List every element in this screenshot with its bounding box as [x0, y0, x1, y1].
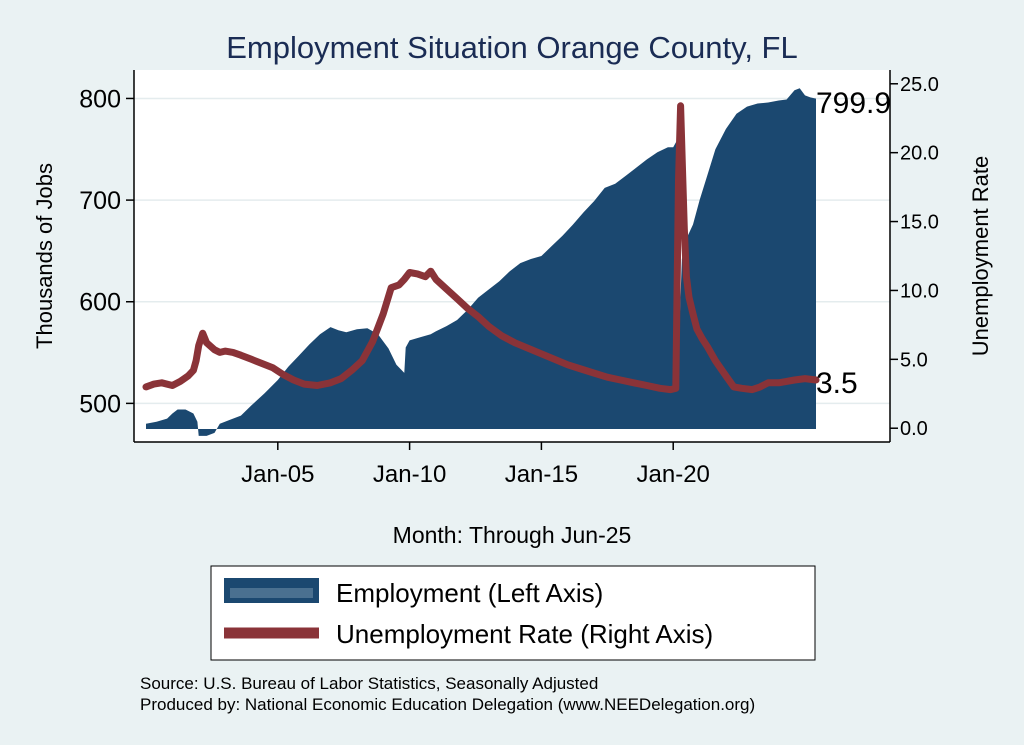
left-tick-label: 800 — [79, 85, 121, 113]
axes — [133, 70, 891, 443]
source-line-2: Produced by: National Economic Education… — [140, 695, 755, 714]
left-tick-label: 600 — [79, 289, 121, 317]
legend-employment-label: Employment (Left Axis) — [336, 578, 603, 608]
right-tick-label: 10.0 — [900, 280, 939, 302]
left-axis-label: Thousands of Jobs — [32, 163, 57, 349]
legend-unemployment-label: Unemployment Rate (Right Axis) — [336, 619, 713, 649]
right-tick-label: 15.0 — [900, 212, 939, 234]
source-line-1: Source: U.S. Bureau of Labor Statistics,… — [140, 674, 598, 693]
x-tick-label: Jan-20 — [637, 461, 710, 488]
right-tick-label: 25.0 — [900, 74, 939, 96]
unemployment-end-label: 3.5 — [816, 367, 858, 400]
x-axis-label: Month: Through Jun-25 — [393, 522, 632, 548]
x-tick-label: Jan-10 — [373, 461, 446, 488]
right-axis-ticks: 0.0 5.0 10.0 15.0 20.0 25.0 — [890, 74, 939, 440]
chart-title: Employment Situation Orange County, FL — [226, 30, 798, 65]
right-tick-label: 0.0 — [900, 418, 928, 440]
left-axis-ticks: 500 600 700 800 — [79, 85, 134, 418]
employment-end-label: 799.9 — [816, 87, 891, 120]
employment-area-group — [146, 88, 816, 436]
x-tick-label: Jan-15 — [505, 461, 578, 488]
right-axis-label: Unemployment Rate — [968, 156, 993, 357]
unemployment-line-group — [142, 102, 820, 394]
employment-area — [146, 88, 816, 436]
left-tick-label: 700 — [79, 187, 121, 215]
left-tick-label: 500 — [79, 390, 121, 418]
legend: Employment (Left Axis) Unemployment Rate… — [210, 565, 816, 661]
right-tick-label: 5.0 — [900, 349, 928, 371]
right-tick-label: 20.0 — [900, 143, 939, 165]
legend-employment-swatch-inner — [230, 588, 313, 598]
unemployment-line — [142, 102, 820, 394]
x-axis-ticks: Jan-05 Jan-10 Jan-15 Jan-20 — [241, 442, 710, 488]
x-tick-label: Jan-05 — [241, 461, 314, 488]
